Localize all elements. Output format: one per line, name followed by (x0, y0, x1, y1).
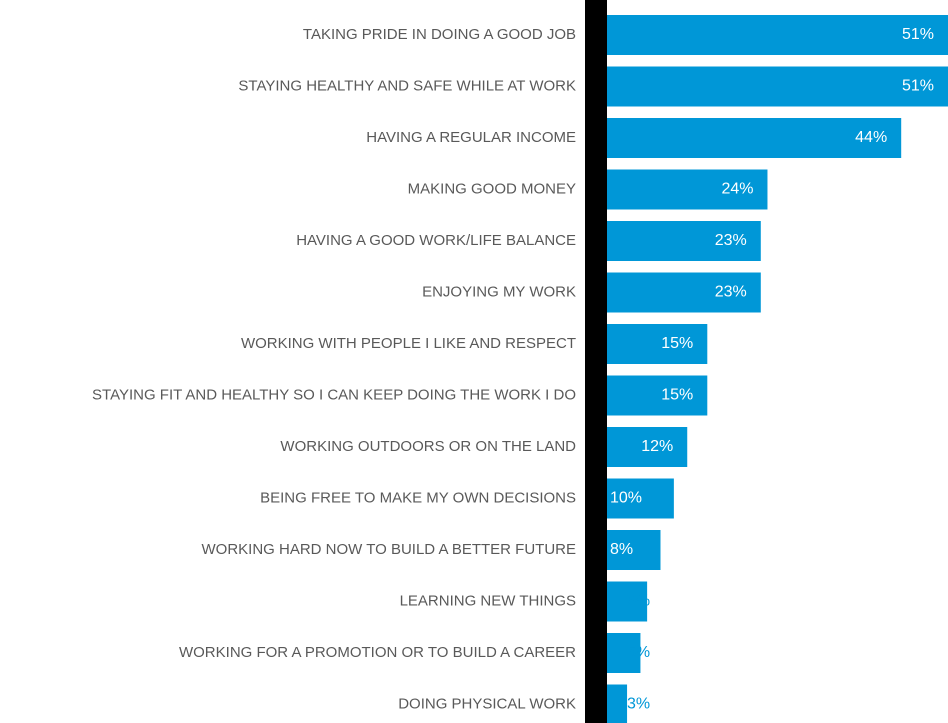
value-label: 10% (610, 490, 642, 507)
category-label: BEING FREE TO MAKE MY OWN DECISIONS (260, 489, 576, 506)
category-label: HAVING A GOOD WORK/LIFE BALANCE (296, 232, 576, 249)
value-label: 6% (627, 593, 650, 610)
value-label: 8% (610, 541, 633, 558)
value-label: 15% (661, 387, 693, 404)
category-label: WORKING WITH PEOPLE I LIKE AND RESPECT (241, 335, 576, 352)
bar (607, 427, 688, 467)
bar (607, 324, 708, 364)
category-label: DOING PHYSICAL WORK (398, 695, 576, 712)
bar (607, 684, 628, 723)
value-label: 51% (902, 26, 934, 43)
bar (607, 66, 948, 107)
bar (607, 169, 768, 210)
category-label: WORKING HARD NOW TO BUILD A BETTER FUTUR… (202, 541, 576, 558)
value-label: 23% (715, 232, 747, 249)
value-label: 23% (715, 284, 747, 301)
bar (607, 272, 761, 313)
bar (607, 375, 708, 416)
value-label: 15% (661, 335, 693, 352)
bar (607, 118, 902, 158)
category-label: STAYING HEALTHY AND SAFE WHILE AT WORK (238, 77, 576, 94)
category-label: WORKING OUTDOORS OR ON THE LAND (280, 438, 576, 455)
bar (607, 221, 761, 261)
value-label: 3% (627, 696, 650, 713)
value-label: 5% (627, 644, 650, 661)
axis-bar (585, 0, 607, 723)
category-label: LEARNING NEW THINGS (400, 592, 576, 609)
value-label: 12% (641, 438, 673, 455)
category-label: STAYING FIT AND HEALTHY SO I CAN KEEP DO… (92, 386, 576, 403)
value-label: 44% (855, 129, 887, 146)
bar (607, 530, 661, 570)
value-label: 51% (902, 78, 934, 95)
bar (607, 633, 641, 673)
category-label: ENJOYING MY WORK (422, 283, 576, 300)
category-label: WORKING FOR A PROMOTION OR TO BUILD A CA… (179, 644, 576, 661)
category-label: HAVING A REGULAR INCOME (366, 129, 576, 146)
value-label: 24% (721, 181, 753, 198)
bar (607, 581, 648, 622)
bar (607, 478, 674, 519)
category-label: TAKING PRIDE IN DOING A GOOD JOB (303, 26, 576, 43)
category-label: MAKING GOOD MONEY (408, 180, 576, 197)
bar (607, 15, 948, 55)
